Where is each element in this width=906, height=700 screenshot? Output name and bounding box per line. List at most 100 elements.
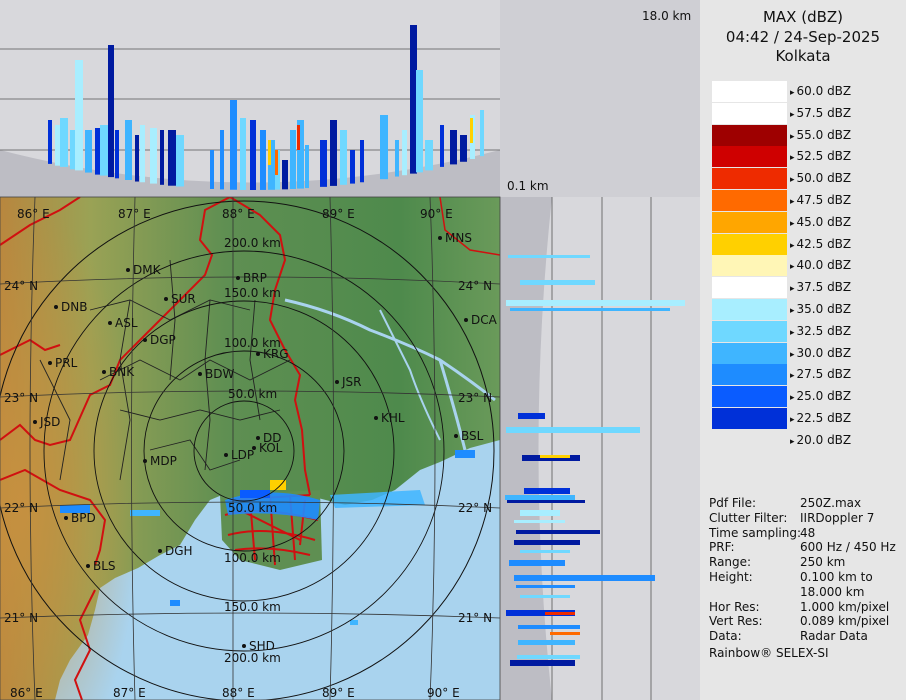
city-label: DGP <box>150 333 176 347</box>
echo-row <box>514 575 655 581</box>
city-dot <box>438 236 442 240</box>
legend-value: 22.5 dBZ <box>790 411 852 425</box>
echo-row <box>517 655 580 659</box>
echo-column <box>70 130 75 170</box>
echo-column <box>48 120 52 164</box>
echo-column <box>75 60 83 171</box>
radar-range-circle <box>0 200 495 700</box>
lat-label: 23° N <box>4 391 38 405</box>
legend-swatch <box>712 233 787 255</box>
echo-row <box>506 427 640 433</box>
lon-label: 87° E <box>118 207 151 221</box>
ring-label: 100.0 km <box>224 336 281 350</box>
echo-column <box>108 45 114 178</box>
city-dot <box>54 305 58 309</box>
country-boundary <box>0 338 61 356</box>
city-dot <box>143 338 147 342</box>
legend-value: 45.0 dBZ <box>790 215 852 229</box>
legend-value: 35.0 dBZ <box>790 302 852 316</box>
echo-column <box>320 140 327 187</box>
graticule <box>0 197 500 700</box>
echo-column <box>150 128 157 184</box>
echo-column <box>425 140 433 171</box>
country-boundary <box>0 197 81 246</box>
echo-row <box>509 560 565 566</box>
lon-label: 89° E <box>322 207 355 221</box>
city-dot <box>464 318 468 322</box>
legend-value: 32.5 dBZ <box>790 324 852 338</box>
lon-label: 88° E <box>222 207 255 221</box>
echo-row <box>508 255 590 258</box>
info-key: PRF: <box>709 540 735 555</box>
city-label: SUR <box>171 292 196 306</box>
echo-column <box>250 120 256 190</box>
echo-column <box>340 130 347 185</box>
echo-column <box>395 140 399 177</box>
city-label: JSD <box>39 415 60 429</box>
info-value: 0.089 km/pixel <box>800 614 890 629</box>
height-top-label: 18.0 km <box>642 9 691 23</box>
echo-row <box>510 308 670 311</box>
city-dot <box>252 446 256 450</box>
lon-label: 90° E <box>427 686 460 700</box>
legend-value: 20.0 dBZ <box>790 433 852 447</box>
lon-label: 86° E <box>17 207 50 221</box>
echo-row <box>507 500 585 503</box>
city-label: KRG <box>263 347 289 361</box>
legend-value: 55.0 dBZ <box>790 128 852 142</box>
city-label: BNK <box>109 365 135 379</box>
city-dot <box>256 436 260 440</box>
echo-row <box>518 625 580 629</box>
echo-column <box>305 145 309 189</box>
ring-label: 50.0 km <box>228 501 277 515</box>
lat-label: 21° N <box>458 611 492 625</box>
legend-swatch <box>712 211 787 233</box>
lon-label: 88° E <box>222 686 255 700</box>
ring-label: 100.0 km <box>224 551 281 565</box>
city-label: ASL <box>115 316 138 330</box>
legend-swatch <box>712 408 787 429</box>
ring-label: 150.0 km <box>224 286 281 300</box>
city-dot <box>102 370 106 374</box>
echo-core <box>470 118 473 143</box>
city-dot <box>108 321 112 325</box>
echo-row <box>518 640 575 645</box>
height-bottom-label: 0.1 km <box>507 179 549 193</box>
legend-value: 47.5 dBZ <box>790 193 852 207</box>
map-area: 50.0 km 100.0 km 150.0 km 200.0 km 50.0 … <box>0 197 500 700</box>
ring-label: 200.0 km <box>224 236 281 250</box>
echo-column <box>140 125 145 183</box>
lat-label: 24° N <box>4 279 38 293</box>
lon-label: 87° E <box>113 686 146 700</box>
legend-value: 37.5 dBZ <box>790 280 852 294</box>
echo-column <box>55 125 62 166</box>
city-dot <box>256 352 260 356</box>
district-boundaries <box>39 259 291 481</box>
country-boundary <box>73 589 96 700</box>
info-key: Pdf File: <box>709 496 757 510</box>
city-markers: MNS DMK BRP SUR DNB ASL DGP DCA KRG PRL BNK BDW JSR K… <box>33 231 498 653</box>
city-dot <box>33 420 37 424</box>
legend-swatch <box>712 168 787 190</box>
info-value: Radar Data <box>800 629 868 644</box>
legend-value: 50.0 dBZ <box>790 171 852 185</box>
river <box>379 309 441 441</box>
info-panel: MAX (dBZ) 04:42 / 24-Sep-2025 Kolkata 60… <box>700 0 906 700</box>
city-label: KHL <box>381 411 405 425</box>
info-value: 18.000 km <box>800 584 865 599</box>
lat-label: 23° N <box>458 391 492 405</box>
echo-column <box>416 70 423 173</box>
city-dot <box>126 268 130 272</box>
echo-column <box>460 135 467 162</box>
echo-column <box>380 115 388 180</box>
city-dot <box>143 459 147 463</box>
city-dot <box>374 416 378 420</box>
info-value: 250Z.max <box>800 496 862 510</box>
legend-swatch <box>712 146 787 168</box>
ring-label: 50.0 km <box>228 387 277 401</box>
echo-core <box>540 455 570 458</box>
city-label: DMK <box>133 263 162 277</box>
echo-column <box>220 130 224 190</box>
legend-swatch <box>712 81 787 102</box>
